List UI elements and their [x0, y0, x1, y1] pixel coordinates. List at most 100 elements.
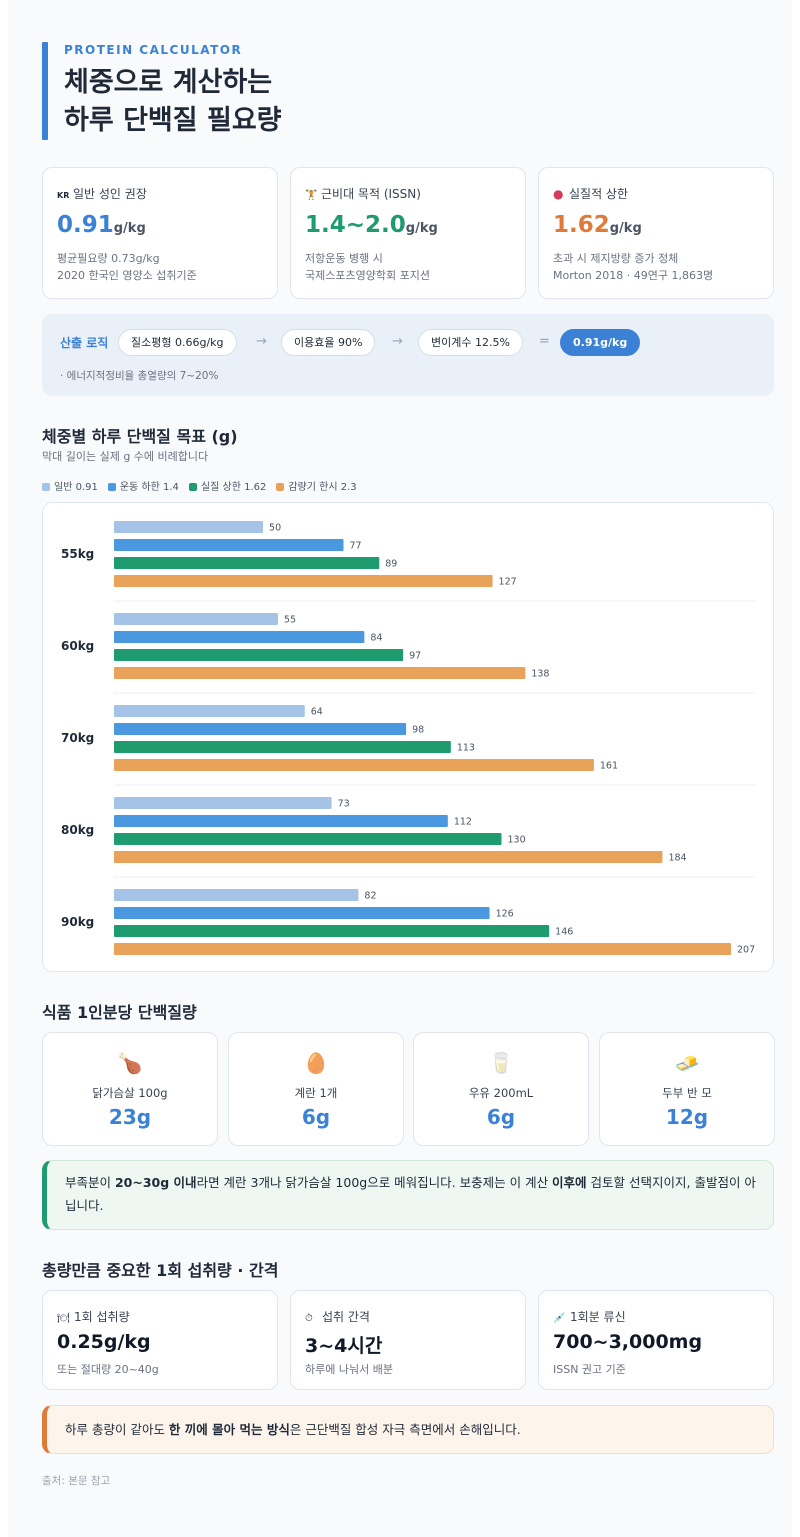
info-sub: 하루에 나눠서 배분 — [305, 1363, 393, 1376]
stat-note: 국제스포츠영양학회 포지션 — [305, 269, 430, 282]
arrow-icon: → — [256, 334, 267, 349]
food-protein: 23g — [108, 1105, 152, 1129]
food-card-chicken: 🍗 닭가슴살 100g 23g — [42, 1032, 218, 1146]
legend-item: 감량기 한시 2.3 — [276, 478, 357, 493]
data-label: 98 — [412, 725, 424, 736]
info-sub: 또는 절대량 20~40g — [57, 1363, 159, 1376]
stat-value: 0.91g/kg — [57, 212, 146, 238]
logic-step-variation: 변이계수 12.5% — [418, 329, 523, 356]
food-protein: 6g — [301, 1105, 331, 1129]
category-label: 70kg — [61, 731, 94, 745]
bar — [114, 575, 493, 587]
legend-swatch — [276, 483, 285, 491]
legend-label: 실질 상한 1.62 — [200, 482, 267, 493]
timing-title: 총량만큼 중요한 1회 섭취량 · 간격 — [42, 1261, 279, 1280]
food-protein: 6g — [486, 1105, 516, 1129]
data-label: 130 — [507, 835, 525, 846]
food-name: 닭가슴살 100g — [92, 1086, 168, 1100]
food-name: 두부 반 모 — [662, 1086, 712, 1100]
chart-subtitle: 막대 길이는 실제 g 수에 비례합니다 — [42, 450, 209, 463]
bar — [114, 705, 305, 717]
weightlifter-icon: 🏋 — [305, 190, 318, 201]
stat-note: 평균필요량 0.73g/kg — [57, 252, 160, 265]
legend-item: 실질 상한 1.62 — [188, 478, 267, 493]
supplement-callout: 부족분이 20~30g 이내라면 계란 3개나 닭가슴살 100g으로 메워집니… — [42, 1160, 774, 1230]
bar — [114, 557, 380, 569]
chicken-leg-icon: 🍗 — [117, 1051, 143, 1075]
data-label: 89 — [385, 559, 397, 570]
data-label: 84 — [370, 633, 382, 644]
bar — [114, 833, 502, 845]
info-card-leucine: 💉 1회분 류신 700~3,000mg ISSN 권고 기준 — [538, 1290, 774, 1390]
stat-note: 2020 한국인 영양소 섭취기준 — [57, 269, 197, 282]
logic-note: · 에너지적정비율 총열량의 7~20% — [60, 370, 219, 382]
data-label: 112 — [454, 817, 472, 828]
eyebrow: PROTEIN CALCULATOR — [64, 43, 243, 57]
title-line-1: 체중으로 계산하는 — [64, 67, 273, 98]
food-protein: 12g — [665, 1105, 709, 1129]
tofu-icon: 🧈 — [674, 1051, 700, 1075]
chart-card: 55kg 50 77 89 127 60kg 55 84 97 138 70kg 64 98 113 161… — [42, 502, 774, 972]
info-card-interval: ⏱ 섭취 간격 3~4시간 하루에 나눠서 배분 — [290, 1290, 526, 1390]
legend-label: 일반 0.91 — [54, 482, 98, 493]
stat-card-hypertrophy: 🏋 근비대 목적 (ISSN) 1.4~2.0g/kg 저항운동 병행 시 국제스… — [290, 167, 526, 299]
bar — [114, 741, 451, 753]
data-label: 138 — [531, 669, 549, 680]
category-label: 80kg — [61, 823, 94, 837]
bar — [114, 631, 365, 643]
data-label: 207 — [737, 945, 755, 956]
data-label: 55 — [284, 615, 296, 626]
page: PROTEIN CALCULATOR 체중으로 계산하는 하루 단백질 필요량 … — [8, 0, 792, 1537]
legend-label: 운동 하한 1.4 — [119, 482, 179, 493]
stat-label: 근비대 목적 (ISSN) — [321, 187, 421, 201]
food-card-egg: 🥚 계란 1개 6g — [228, 1032, 404, 1146]
bar — [114, 723, 407, 735]
stat-card-upper-limit: ● 실질적 상한 1.62g/kg 초과 시 제지방량 증가 정체 Morton … — [538, 167, 774, 299]
data-label: 97 — [409, 651, 421, 662]
bar — [114, 667, 526, 679]
source-note: 출처: 본문 참고 — [42, 1475, 111, 1487]
bar — [114, 613, 278, 625]
stat-card-general: KR 일반 성인 권장 0.91g/kg 평균필요량 0.73g/kg 2020 … — [42, 167, 278, 299]
bar — [114, 943, 731, 955]
stat-note: 저항운동 병행 시 — [305, 252, 383, 265]
legend-swatch — [107, 483, 116, 491]
food-card-milk: 🥛 우유 200mL 6g — [413, 1032, 589, 1146]
chart-title: 체중별 하루 단백질 목표 (g) — [42, 427, 238, 446]
data-label: 73 — [338, 799, 350, 810]
legend-label: 감량기 한시 2.3 — [288, 482, 357, 493]
syringe-icon: 💉 — [553, 1313, 566, 1324]
stat-note: Morton 2018 · 49연구 1,863명 — [553, 269, 714, 282]
bar — [114, 649, 404, 661]
stat-note: 초과 시 제지방량 증가 정체 — [553, 252, 679, 265]
bar — [114, 539, 344, 551]
arrow-icon: → — [392, 334, 403, 349]
logic-step-nitrogen: 질소평형 0.66g/kg — [118, 329, 237, 356]
info-sub: ISSN 권고 기준 — [553, 1363, 626, 1376]
category-label: 90kg — [61, 915, 94, 929]
bar — [114, 759, 594, 771]
logic-result: 0.91g/kg — [560, 329, 641, 356]
equals-icon: = — [539, 334, 550, 349]
egg-icon: 🥚 — [303, 1051, 329, 1075]
red-dot-icon: ● — [553, 187, 564, 201]
data-label: 126 — [496, 909, 514, 920]
stat-value: 1.62g/kg — [553, 212, 642, 238]
bar — [114, 889, 359, 901]
bar-chart: 55kg 50 77 89 127 60kg 55 84 97 138 70kg 64 98 113 161… — [61, 521, 755, 956]
bar — [114, 907, 490, 919]
food-card-tofu: 🧈 두부 반 모 12g — [599, 1032, 775, 1146]
info-value: 3~4시간 — [305, 1335, 383, 1357]
chart-legend: 일반 0.91 운동 하한 1.4 실질 상한 1.62 감량기 한시 2.3 — [42, 478, 367, 493]
info-label: 1회 섭취량 — [74, 1310, 130, 1324]
bar — [114, 851, 663, 863]
data-label: 113 — [457, 743, 475, 754]
bar — [114, 521, 264, 533]
legend-item: 일반 0.91 — [42, 478, 98, 493]
page-title: 체중으로 계산하는 하루 단백질 필요량 — [64, 64, 282, 140]
plate-icon: 🍽 — [57, 1313, 70, 1324]
info-value: 0.25g/kg — [57, 1331, 151, 1353]
food-name: 우유 200mL — [468, 1086, 534, 1100]
data-label: 82 — [364, 891, 376, 902]
stat-label: 실질적 상한 — [569, 187, 629, 201]
